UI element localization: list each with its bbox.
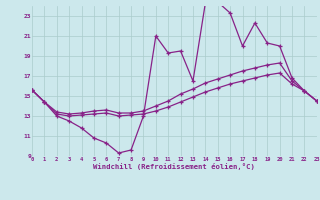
X-axis label: Windchill (Refroidissement éolien,°C): Windchill (Refroidissement éolien,°C) xyxy=(93,163,255,170)
